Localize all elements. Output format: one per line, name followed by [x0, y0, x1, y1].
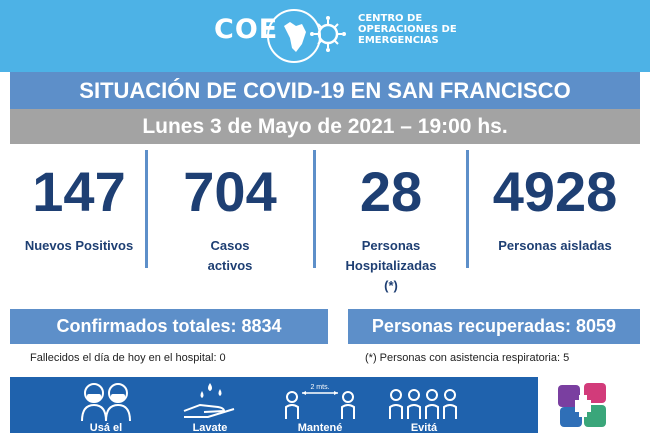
- org-name-line-2: OPERACIONES DE: [358, 24, 457, 35]
- deaths-note: Fallecidos el día de hoy en el hospital:…: [30, 352, 226, 364]
- prevention-wash-label: Lavate: [192, 422, 228, 433]
- brand-logo-box: [548, 377, 614, 433]
- face-mask-icon: [81, 383, 131, 421]
- report-title: SITUACIÓN DE COVID-19 EN SAN FRANCISCO: [10, 72, 640, 109]
- stat-new-positives: 147 Nuevos Positivos: [14, 150, 144, 256]
- stat-divider: [466, 150, 469, 268]
- header-banner: COE CENTRO DE OPERACIONES DE EMERGENCIAS: [0, 0, 650, 72]
- prevention-distance-label: Mantené: [297, 422, 343, 433]
- org-name: CENTRO DE OPERACIONES DE EMERGENCIAS: [358, 13, 457, 46]
- stat-isolated: 4928 Personas aisladas: [470, 150, 640, 256]
- stat-value: 704: [183, 160, 277, 223]
- report-date: Lunes 3 de Mayo de 2021 – 19:00 hs.: [10, 109, 640, 144]
- stat-active-cases: 704 Casos activos: [150, 150, 310, 276]
- stat-label: Nuevos Positivos: [24, 238, 134, 253]
- avoid-crowds-icon: [389, 389, 457, 419]
- respiratory-note: (*) Personas con asistencia respiratoria…: [365, 352, 570, 364]
- stat-value: 147: [32, 160, 126, 223]
- stat-hospitalized: 28 Personas Hospitalizadas (*): [318, 150, 464, 296]
- health-cross-logo-icon: [558, 383, 606, 427]
- org-name-line-3: EMERGENCIAS: [358, 35, 439, 46]
- virus-emblem-icon: [267, 9, 346, 63]
- coe-logo-text: COE: [214, 14, 279, 45]
- stat-value: 28: [359, 160, 423, 223]
- social-distance-icon: 2 mts.: [285, 384, 355, 419]
- hand-wash-icon: [183, 383, 235, 418]
- stat-divider: [313, 150, 316, 268]
- stat-divider: [145, 150, 148, 268]
- stat-label: Personas aisladas: [498, 238, 612, 253]
- confirmed-total-box: Confirmados totales: 8834: [10, 309, 328, 344]
- stat-label: Personas Hospitalizadas (*): [345, 238, 437, 293]
- prevention-mask-label: Usá el: [89, 422, 123, 433]
- stat-label: Casos activos: [207, 238, 253, 273]
- org-name-line-1: CENTRO DE: [358, 13, 423, 24]
- prevention-crowds-label: Evitá: [410, 422, 438, 433]
- distance-label: 2 mts.: [310, 384, 329, 391]
- stat-value: 4928: [492, 160, 618, 223]
- recovered-total-box: Personas recuperadas: 8059: [348, 309, 640, 344]
